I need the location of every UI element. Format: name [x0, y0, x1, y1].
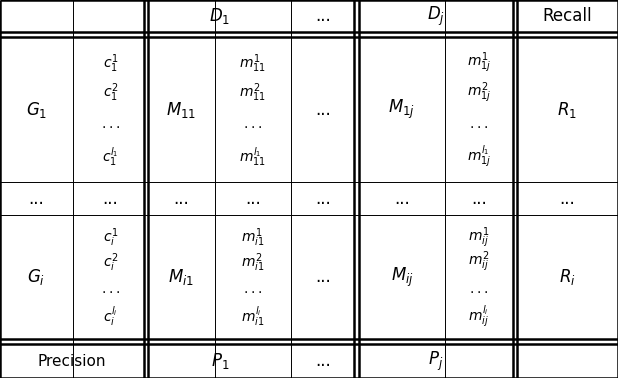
Text: $m_{ij}^1$: $m_{ij}^1$ — [468, 225, 489, 250]
Text: ...: ... — [315, 7, 331, 25]
Text: $c_i^{l_i}$: $c_i^{l_i}$ — [103, 305, 118, 328]
Text: $m_{i1}^{l_i}$: $m_{i1}^{l_i}$ — [241, 305, 265, 328]
Text: $...$: $...$ — [470, 282, 488, 296]
Text: $m_{i1}^1$: $m_{i1}^1$ — [241, 226, 265, 249]
Text: $...$: $...$ — [470, 117, 488, 131]
Text: $c_i^1$: $c_i^1$ — [103, 226, 118, 249]
Text: $m_{11}^1$: $m_{11}^1$ — [239, 52, 266, 74]
Text: $c_1^1$: $c_1^1$ — [103, 52, 118, 74]
Text: $...$: $...$ — [101, 282, 120, 296]
Text: $M_{i1}$: $M_{i1}$ — [169, 267, 195, 287]
Text: ...: ... — [315, 101, 331, 119]
Text: $m_{ij}^{l_i}$: $m_{ij}^{l_i}$ — [468, 304, 489, 329]
Text: $c_1^2$: $c_1^2$ — [103, 81, 118, 104]
Text: $m_{1j}^{l_1}$: $m_{1j}^{l_1}$ — [467, 144, 491, 169]
Text: $...$: $...$ — [101, 117, 120, 131]
Text: $P_1$: $P_1$ — [211, 351, 229, 371]
Text: ...: ... — [559, 190, 575, 208]
Text: $P_j$: $P_j$ — [428, 349, 443, 373]
Text: $...$: $...$ — [243, 117, 263, 131]
Text: ...: ... — [103, 190, 118, 208]
Text: Recall: Recall — [543, 7, 592, 25]
Text: $m_{i1}^2$: $m_{i1}^2$ — [241, 251, 265, 274]
Text: ...: ... — [471, 190, 487, 208]
Text: ...: ... — [394, 190, 410, 208]
Text: $D_j$: $D_j$ — [426, 5, 444, 28]
Text: ...: ... — [315, 268, 331, 286]
Text: $m_{1j}^2$: $m_{1j}^2$ — [467, 80, 491, 104]
Text: $G_1$: $G_1$ — [25, 100, 47, 120]
Text: $c_i^2$: $c_i^2$ — [103, 251, 118, 274]
Text: $m_{ij}^2$: $m_{ij}^2$ — [468, 250, 489, 274]
Text: $G_i$: $G_i$ — [27, 267, 45, 287]
Text: $R_i$: $R_i$ — [559, 267, 576, 287]
Text: Precision: Precision — [38, 353, 106, 369]
Text: ...: ... — [315, 190, 331, 208]
Text: $m_{1j}^1$: $m_{1j}^1$ — [467, 51, 491, 76]
Text: $m_{11}^2$: $m_{11}^2$ — [239, 81, 266, 104]
Text: ...: ... — [315, 352, 331, 370]
Text: $m_{11}^{l_1}$: $m_{11}^{l_1}$ — [239, 145, 266, 167]
Text: $M_{1j}$: $M_{1j}$ — [389, 98, 415, 121]
Text: $M_{11}$: $M_{11}$ — [166, 100, 197, 120]
Text: ...: ... — [28, 190, 44, 208]
Text: ...: ... — [245, 190, 261, 208]
Text: $D_1$: $D_1$ — [209, 6, 231, 26]
Text: $...$: $...$ — [243, 282, 263, 296]
Text: $c_1^{l_1}$: $c_1^{l_1}$ — [102, 145, 119, 167]
Text: ...: ... — [174, 190, 189, 208]
Text: $R_1$: $R_1$ — [557, 100, 577, 120]
Text: $M_{ij}$: $M_{ij}$ — [391, 265, 413, 289]
